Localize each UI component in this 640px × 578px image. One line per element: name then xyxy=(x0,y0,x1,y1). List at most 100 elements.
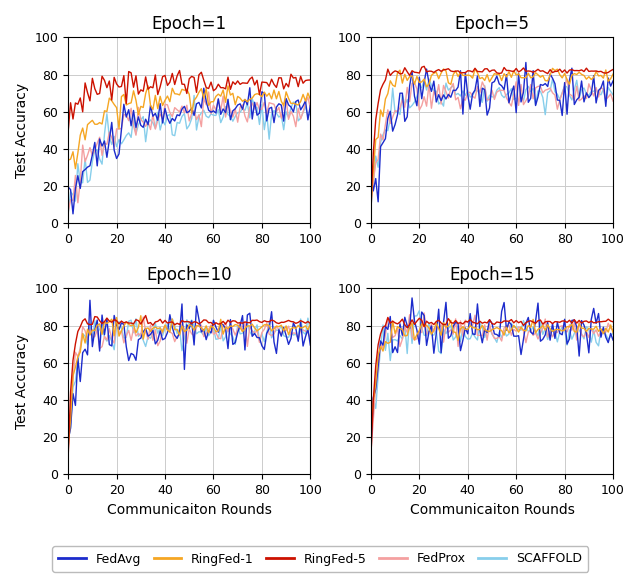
FedProx xyxy=(81,327,89,334)
Y-axis label: Test Accuracy: Test Accuracy xyxy=(15,83,29,178)
FedAvg xyxy=(307,102,314,109)
FedAvg xyxy=(367,445,375,452)
RingFed-5 xyxy=(551,318,559,325)
RingFed-1 xyxy=(513,72,520,79)
FedProx xyxy=(367,450,375,457)
RingFed-5 xyxy=(384,314,392,321)
SCAFFOLD xyxy=(125,129,132,136)
RingFed-5 xyxy=(387,320,394,327)
RingFed-5 xyxy=(125,320,132,327)
RingFed-5 xyxy=(248,73,256,80)
RingFed-1 xyxy=(239,98,246,105)
FedAvg xyxy=(515,332,522,339)
RingFed-1 xyxy=(513,325,520,332)
RingFed-1 xyxy=(551,327,559,334)
RingFed-1 xyxy=(214,91,222,98)
RingFed-1 xyxy=(212,328,220,335)
FedProx xyxy=(367,204,375,211)
RingFed-1 xyxy=(137,312,145,319)
RingFed-5 xyxy=(236,319,244,326)
RingFed-1 xyxy=(81,340,89,347)
SCAFFOLD xyxy=(190,92,198,99)
RingFed-1 xyxy=(539,322,547,329)
RingFed-1 xyxy=(307,320,314,327)
FedProx xyxy=(125,117,132,124)
RingFed-1 xyxy=(384,90,392,97)
RingFed-5 xyxy=(64,128,72,135)
SCAFFOLD xyxy=(246,328,253,335)
FedAvg xyxy=(408,294,416,301)
RingFed-5 xyxy=(539,67,547,74)
SCAFFOLD xyxy=(539,331,547,338)
FedAvg xyxy=(481,86,488,93)
SCAFFOLD xyxy=(551,88,559,95)
RingFed-1 xyxy=(144,82,152,89)
FedAvg xyxy=(127,350,135,357)
SCAFFOLD xyxy=(384,330,392,337)
FedAvg xyxy=(64,436,72,443)
FedAvg xyxy=(430,350,438,357)
X-axis label: Communicaiton Rounds: Communicaiton Rounds xyxy=(107,503,272,517)
SCAFFOLD xyxy=(307,110,314,117)
Line: SCAFFOLD: SCAFFOLD xyxy=(371,79,613,208)
Title: Epoch=5: Epoch=5 xyxy=(454,15,529,33)
RingFed-1 xyxy=(72,165,79,172)
FedAvg xyxy=(69,210,77,217)
RingFed-1 xyxy=(428,72,435,79)
Line: RingFed-1: RingFed-1 xyxy=(371,68,613,205)
Line: SCAFFOLD: SCAFFOLD xyxy=(68,318,310,441)
RingFed-1 xyxy=(307,96,314,103)
FedProx xyxy=(64,447,72,454)
SCAFFOLD xyxy=(367,204,375,211)
RingFed-5 xyxy=(178,317,186,324)
RingFed-1 xyxy=(180,87,188,94)
RingFed-1 xyxy=(64,444,72,451)
RingFed-5 xyxy=(609,66,617,73)
RingFed-5 xyxy=(430,69,438,76)
SCAFFOLD xyxy=(551,328,559,335)
RingFed-5 xyxy=(212,86,220,92)
FedAvg xyxy=(430,77,438,84)
FedAvg xyxy=(86,297,94,303)
RingFed-1 xyxy=(609,71,617,77)
SCAFFOLD xyxy=(367,441,375,448)
RingFed-5 xyxy=(64,454,72,461)
FedAvg xyxy=(236,101,244,108)
FedProx xyxy=(539,325,547,332)
FedProx xyxy=(212,106,220,113)
FedProx xyxy=(609,98,617,105)
FedAvg xyxy=(387,108,394,114)
SCAFFOLD xyxy=(212,112,220,119)
SCAFFOLD xyxy=(609,91,617,98)
FedAvg xyxy=(539,336,547,343)
FedProx xyxy=(481,321,488,328)
FedProx xyxy=(176,108,184,115)
Line: FedAvg: FedAvg xyxy=(371,62,613,202)
RingFed-5 xyxy=(539,321,547,328)
SCAFFOLD xyxy=(210,325,218,332)
Line: FedProx: FedProx xyxy=(68,92,310,212)
SCAFFOLD xyxy=(125,318,132,325)
RingFed-5 xyxy=(481,65,488,72)
FedAvg xyxy=(551,335,559,342)
RingFed-5 xyxy=(81,316,89,323)
FedAvg xyxy=(609,77,617,84)
RingFed-5 xyxy=(248,317,256,324)
SCAFFOLD xyxy=(384,127,392,134)
RingFed-1 xyxy=(236,324,244,331)
RingFed-5 xyxy=(367,454,375,461)
FedProx xyxy=(248,99,256,106)
FedProx xyxy=(479,79,486,86)
Legend: FedAvg, RingFed-1, RingFed-5, FedProx, SCAFFOLD: FedAvg, RingFed-1, RingFed-5, FedProx, S… xyxy=(52,546,588,572)
FedProx xyxy=(307,105,314,112)
RingFed-1 xyxy=(536,74,544,81)
RingFed-1 xyxy=(127,99,135,106)
SCAFFOLD xyxy=(430,332,438,339)
Line: RingFed-5: RingFed-5 xyxy=(371,66,613,206)
FedAvg xyxy=(554,97,561,103)
FedProx xyxy=(548,90,556,97)
SCAFFOLD xyxy=(304,314,312,321)
FedProx xyxy=(248,327,256,334)
FedAvg xyxy=(251,99,259,106)
FedAvg xyxy=(178,106,186,113)
